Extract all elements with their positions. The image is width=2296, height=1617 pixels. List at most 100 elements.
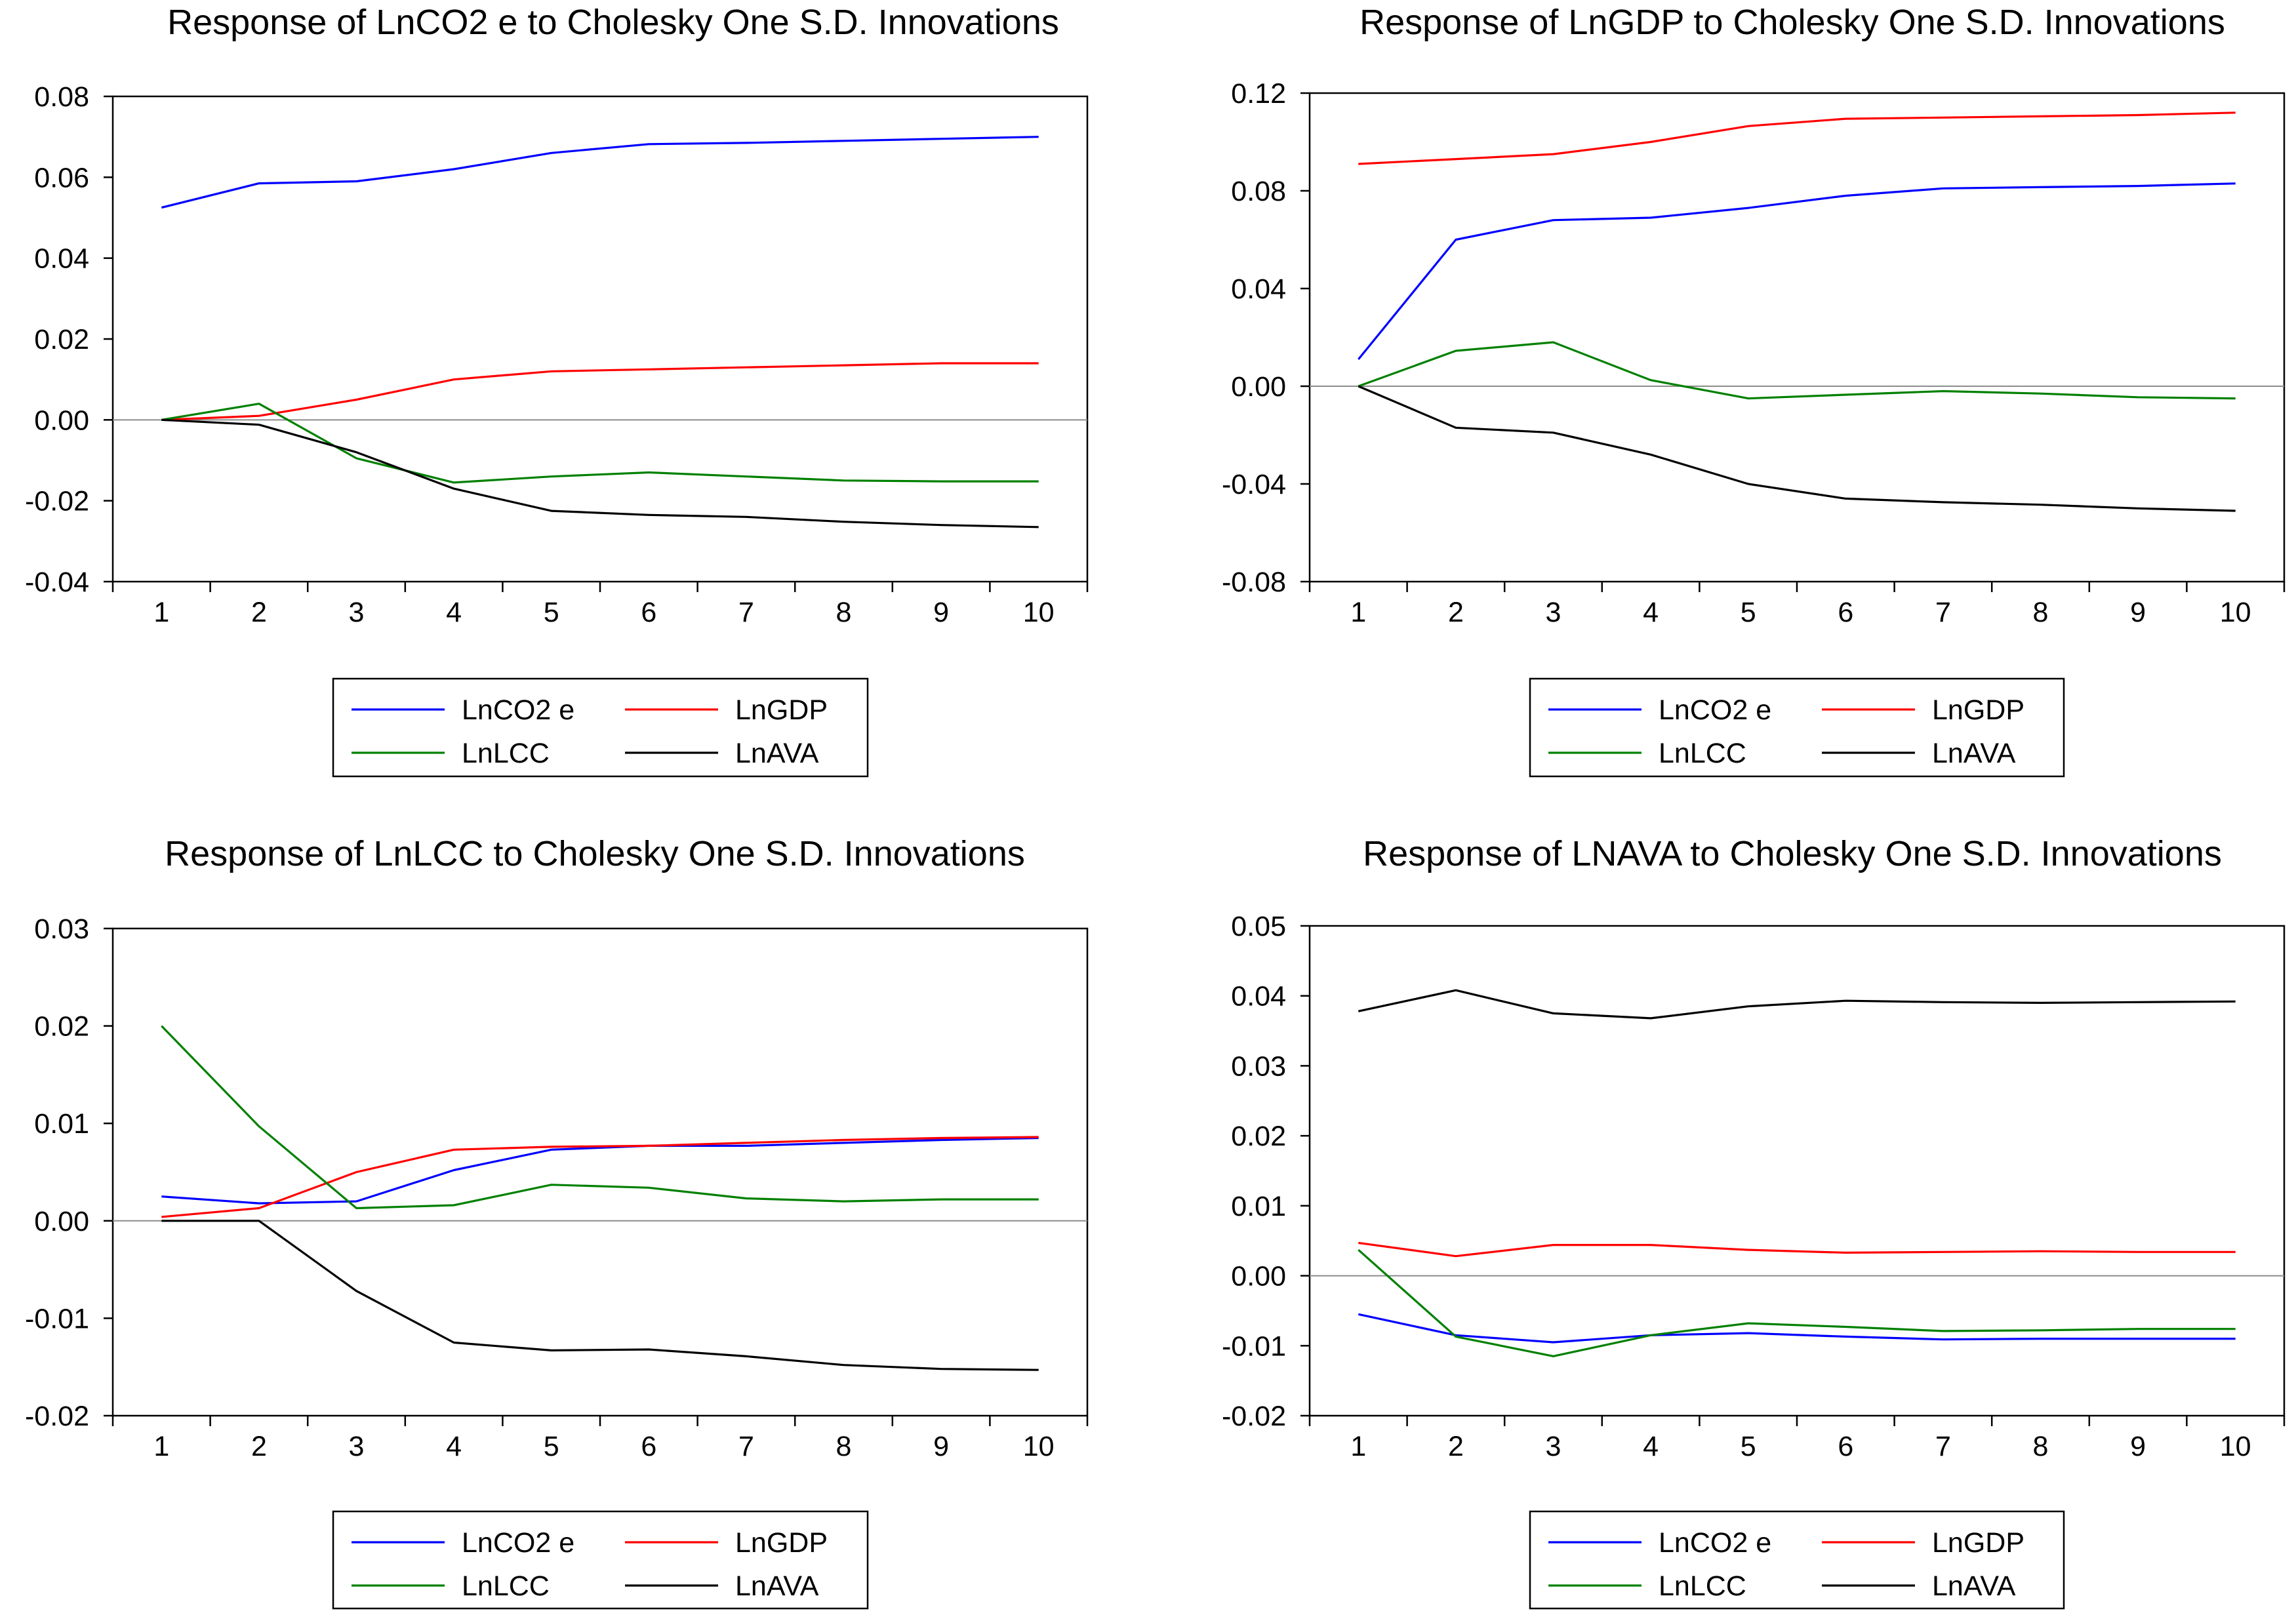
x-tick-label: 5	[544, 597, 559, 628]
y-tick-label: 0.02	[34, 324, 89, 355]
legend: LnCO2 e LnGDP LnLCC LnAVA	[332, 1510, 869, 1610]
series-line-lnco2-e	[1358, 182, 2236, 361]
series-line-lnava	[1358, 385, 2236, 512]
legend-label: LnLCC	[462, 1570, 550, 1602]
legend-label: LnCO2 e	[1659, 694, 1771, 726]
x-tick-label: 6	[641, 597, 656, 628]
y-tick-label: 0.00	[34, 1206, 89, 1237]
y-tick-label: 0.00	[1231, 371, 1286, 403]
plot-frame	[111, 95, 1089, 583]
legend-label: LnCO2 e	[462, 1527, 574, 1559]
legend-label: LnLCC	[1659, 1570, 1746, 1602]
x-tick-label: 9	[933, 1431, 949, 1462]
legend: LnCO2 e LnGDP LnLCC LnAVA	[332, 677, 869, 778]
y-tick-label: 0.05	[1231, 911, 1286, 942]
x-tick-label: 7	[738, 597, 754, 628]
x-tick-label: 8	[836, 597, 852, 628]
x-tick-label: 2	[1448, 1431, 1464, 1462]
x-tick-label: 10	[2220, 597, 2251, 628]
y-tick-label: -0.01	[1222, 1330, 1286, 1362]
x-tick-label: 9	[933, 597, 949, 628]
legend-label: LnGDP	[1932, 1527, 2024, 1559]
chart-title: Response of LNAVA to Cholesky One S.D. I…	[1363, 834, 2222, 873]
series-line-lnlcc	[1358, 1248, 2236, 1357]
x-tick-label: 5	[544, 1431, 559, 1462]
y-tick-label: -0.02	[25, 486, 89, 517]
x-tick-label: 3	[1546, 597, 1561, 628]
series-line-lnlcc	[161, 1025, 1039, 1210]
x-tick-label: 6	[1838, 1431, 1853, 1462]
y-tick-label: 0.03	[1231, 1050, 1286, 1082]
x-tick-label: 3	[349, 597, 365, 628]
x-tick-label: 3	[349, 1431, 365, 1462]
x-tick-label: 9	[2130, 597, 2146, 628]
chart-title: Response of LnLCC to Cholesky One S.D. I…	[165, 834, 1025, 873]
x-tick-label: 7	[1935, 1431, 1951, 1462]
x-tick-label: 10	[1023, 1431, 1055, 1462]
y-tick-label: -0.04	[25, 567, 89, 598]
x-tick-label: 4	[1643, 597, 1659, 628]
y-tick-label: 0.01	[34, 1108, 89, 1140]
x-tick-label: 1	[1350, 597, 1366, 628]
x-tick-label: 8	[2033, 597, 2049, 628]
series-line-lnava	[161, 418, 1039, 529]
y-tick-label: 0.04	[34, 243, 89, 275]
x-tick-label: 5	[1741, 597, 1756, 628]
legend-label: LnCO2 e	[1659, 1527, 1771, 1559]
x-tick-label: 2	[1448, 597, 1464, 628]
x-tick-label: 7	[738, 1431, 754, 1462]
chart-panel-3: Response of LnLCC to Cholesky One S.D. I…	[25, 834, 1089, 1610]
y-tick-label: -0.02	[1222, 1401, 1286, 1432]
legend: LnCO2 e LnGDP LnLCC LnAVA	[1529, 677, 2065, 778]
x-tick-label: 8	[2033, 1431, 2049, 1462]
x-tick-label: 10	[1023, 597, 1055, 628]
y-tick-label: 0.03	[34, 913, 89, 945]
x-tick-label: 3	[1546, 1431, 1561, 1462]
y-tick-label: 0.00	[34, 405, 89, 436]
legend-label: LnGDP	[735, 694, 828, 726]
y-tick-label: 0.02	[34, 1011, 89, 1043]
series-line-lngdp	[1358, 1241, 2236, 1258]
legend-box	[332, 677, 869, 778]
y-tick-label: -0.08	[1222, 567, 1286, 598]
x-tick-label: 1	[1350, 1431, 1366, 1462]
legend-label: LnLCC	[1659, 738, 1746, 769]
plot-frame	[111, 927, 1089, 1417]
chart-panel-1: Response of LnCO2 e to Cholesky One S.D.…	[25, 3, 1089, 778]
x-tick-label: 6	[1838, 597, 1853, 628]
x-tick-label: 4	[1643, 1431, 1659, 1462]
x-tick-label: 4	[446, 1431, 462, 1462]
x-tick-label: 9	[2130, 1431, 2146, 1462]
plot-frame	[1308, 925, 2286, 1417]
legend-label: LnAVA	[735, 738, 819, 769]
x-tick-label: 2	[251, 1431, 267, 1462]
y-tick-label: 0.04	[1231, 981, 1286, 1012]
legend: LnCO2 e LnGDP LnLCC LnAVA	[1529, 1510, 2065, 1610]
x-tick-label: 2	[251, 597, 267, 628]
x-tick-label: 1	[153, 1431, 169, 1462]
x-tick-label: 4	[446, 597, 462, 628]
series-line-lnlcc	[1358, 341, 2236, 400]
y-tick-label: 0.00	[1231, 1261, 1286, 1292]
series-line-lngdp	[161, 1136, 1039, 1218]
series-line-lnco2-e	[1358, 1313, 2236, 1344]
chart-panel-4: Response of LNAVA to Cholesky One S.D. I…	[1222, 834, 2286, 1610]
chart-title: Response of LnCO2 e to Cholesky One S.D.…	[167, 3, 1059, 42]
series-line-lnco2-e	[161, 136, 1039, 209]
legend-box	[1529, 677, 2065, 778]
chart-panel-2: Response of LnGDP to Cholesky One S.D. I…	[1222, 3, 2286, 778]
y-tick-label: -0.02	[25, 1401, 89, 1432]
legend-label: LnAVA	[735, 1570, 819, 1602]
y-tick-label: -0.01	[25, 1303, 89, 1334]
y-tick-label: 0.08	[1231, 176, 1286, 207]
x-tick-label: 5	[1741, 1431, 1756, 1462]
series-line-lnlcc	[161, 403, 1039, 484]
legend-label: LnGDP	[1932, 694, 2024, 726]
series-line-lnava	[1358, 989, 2236, 1020]
y-tick-label: 0.08	[34, 81, 89, 113]
x-tick-label: 7	[1935, 597, 1951, 628]
y-tick-label: 0.02	[1231, 1121, 1286, 1152]
legend-label: LnAVA	[1932, 1570, 2016, 1602]
y-tick-label: 0.12	[1231, 78, 1286, 110]
